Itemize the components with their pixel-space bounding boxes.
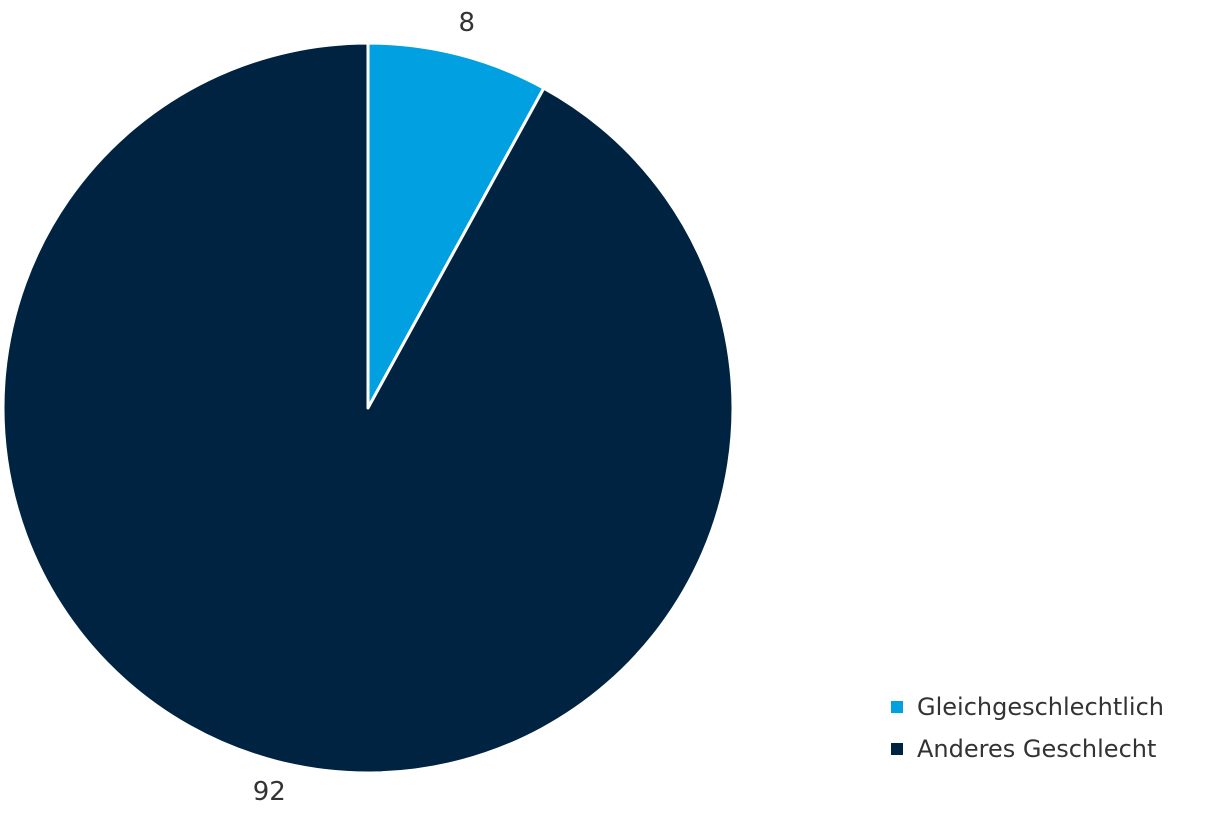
- legend-swatch-icon: [891, 743, 903, 755]
- pie-slices: [1, 41, 735, 775]
- legend: Gleichgeschlechtlich Anderes Geschlecht: [891, 688, 1164, 772]
- legend-label: Gleichgeschlechtlich: [917, 693, 1165, 721]
- pie-data-labels: 8 92: [253, 8, 475, 807]
- legend-label: Anderes Geschlecht: [917, 735, 1157, 763]
- pie-slice-anderes-geschlecht[interactable]: [1, 41, 735, 775]
- legend-item-gleichgeschlechtlich[interactable]: Gleichgeschlechtlich: [891, 688, 1164, 726]
- pie-slice-gleichgeschlechtlich[interactable]: [366, 41, 546, 410]
- legend-swatch-icon: [891, 701, 903, 713]
- data-label-gleichgeschlechtlich: 8: [458, 8, 475, 38]
- legend-item-anderes-geschlecht[interactable]: Anderes Geschlecht: [891, 730, 1164, 768]
- data-label-anderes-geschlecht: 92: [253, 777, 286, 807]
